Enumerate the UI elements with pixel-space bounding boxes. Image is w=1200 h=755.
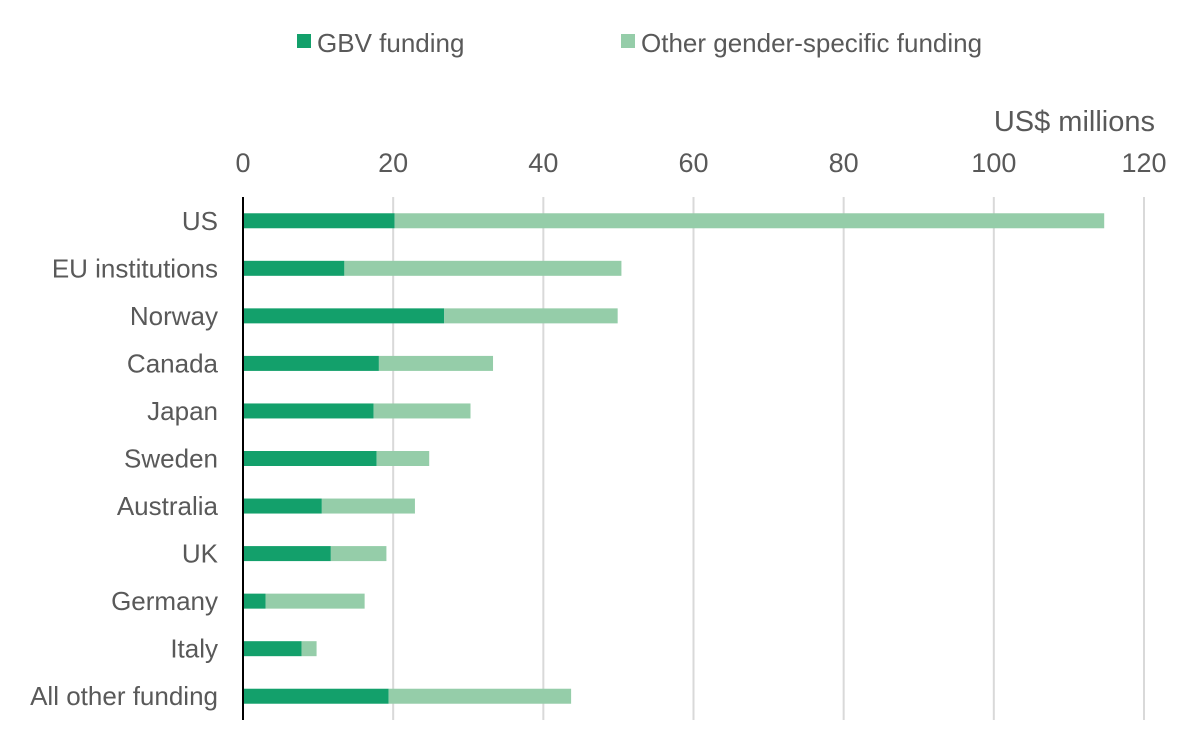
bar-gbv-funding: [243, 308, 445, 324]
bar-gbv-funding: [243, 213, 395, 229]
legend-swatch-gbv: [297, 34, 311, 48]
category-label: US: [182, 206, 218, 236]
bar-gbv-funding: [243, 498, 322, 514]
bar-gbv-funding: [243, 403, 374, 419]
x-tick-label: 120: [1121, 148, 1166, 178]
x-tick-label: 60: [678, 148, 708, 178]
category-label: UK: [182, 539, 219, 569]
category-label: Canada: [127, 348, 219, 378]
bar-other-gender-funding: [301, 641, 317, 657]
category-label: Germany: [111, 586, 218, 616]
bar-gbv-funding: [243, 260, 345, 276]
bar-other-gender-funding: [321, 498, 415, 514]
legend-swatch-other: [621, 34, 635, 48]
bar-other-gender-funding: [265, 593, 365, 609]
bar-other-gender-funding: [344, 260, 622, 276]
category-label: Australia: [117, 491, 219, 521]
bar-other-gender-funding: [378, 355, 494, 371]
gridlines: [392, 197, 1145, 720]
bar-other-gender-funding: [373, 403, 471, 419]
bar-gbv-funding: [243, 451, 377, 466]
category-label: Japan: [147, 396, 218, 426]
bars: [243, 213, 1105, 704]
category-label: Sweden: [124, 444, 218, 474]
category-labels: US EU institutions Norway Canada Japan Sweden…: [30, 206, 219, 711]
legend-label-gbv: GBV funding: [317, 28, 464, 58]
category-label: Norway: [130, 301, 218, 331]
bar-other-gender-funding: [444, 308, 618, 324]
bar-other-gender-funding: [330, 546, 387, 562]
x-tick-label: 80: [829, 148, 859, 178]
legend-label-other: Other gender-specific funding: [641, 28, 982, 58]
bar-other-gender-funding: [388, 688, 572, 704]
bar-gbv-funding: [243, 641, 302, 657]
x-tick-label: 0: [235, 148, 250, 178]
bar-gbv-funding: [243, 546, 331, 562]
category-label: All other funding: [30, 681, 218, 711]
category-label: Italy: [170, 634, 218, 664]
x-axis-ticks: 0 20 40 60 80 100 120: [235, 148, 1166, 178]
bar-other-gender-funding: [394, 213, 1105, 229]
x-tick-label: 20: [378, 148, 408, 178]
bar-gbv-funding: [243, 593, 266, 609]
x-tick-label: 40: [528, 148, 558, 178]
bar-other-gender-funding: [376, 451, 430, 466]
legend: GBV funding Other gender-specific fundin…: [297, 28, 982, 58]
category-label: EU institutions: [52, 253, 218, 283]
x-axis-unit-label: US$ millions: [994, 106, 1155, 138]
x-tick-label: 100: [971, 148, 1016, 178]
bar-gbv-funding: [243, 688, 389, 704]
bar-gbv-funding: [243, 355, 379, 371]
